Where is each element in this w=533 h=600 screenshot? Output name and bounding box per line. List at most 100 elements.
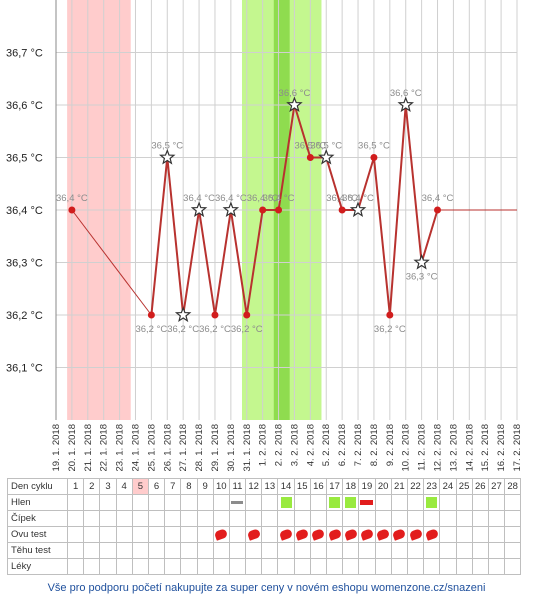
data-point-star — [190, 201, 208, 218]
day-cell — [423, 494, 441, 511]
day-cell — [245, 542, 263, 559]
day-number-cell: 28 — [504, 478, 522, 495]
day-cell — [358, 526, 376, 543]
data-point-star — [413, 253, 430, 270]
data-label: 36,2 °C — [231, 324, 263, 335]
day-cell — [164, 526, 182, 543]
day-cell — [455, 542, 473, 559]
x-tick-label: 23. 1. 2018 — [115, 424, 126, 472]
day-cell — [66, 494, 85, 511]
day-number-cell: 12 — [245, 478, 263, 495]
day-number-cell: 3 — [99, 478, 117, 495]
data-label: 36,4 °C — [56, 193, 88, 204]
day-cell — [293, 542, 311, 559]
data-label: 36,3 °C — [406, 272, 438, 283]
data-point — [434, 206, 442, 214]
day-cell — [309, 558, 328, 575]
data-label: 36,5 °C — [294, 141, 326, 152]
data-point — [386, 311, 394, 319]
day-number-cell: 17 — [325, 478, 344, 495]
x-tick-label: 17. 2. 2018 — [512, 424, 523, 472]
x-tick-label: 19. 1. 2018 — [51, 424, 62, 472]
green-marker — [345, 496, 357, 508]
x-tick-label: 28. 1. 2018 — [194, 424, 205, 472]
day-cell — [487, 542, 506, 559]
x-tick-label: 10. 2. 2018 — [401, 424, 412, 472]
day-cell — [66, 510, 85, 527]
day-cell — [342, 510, 360, 527]
day-number-cell: 10 — [212, 478, 230, 495]
day-number-cell: 23 — [423, 478, 441, 495]
day-number-cell: 25 — [455, 478, 473, 495]
day-cell — [261, 526, 279, 543]
day-cell — [342, 542, 360, 559]
day-cell — [164, 542, 182, 559]
day-cell — [406, 526, 425, 543]
green-marker — [426, 496, 438, 508]
ovulation-test-icon — [392, 528, 407, 541]
data-label: 36,4 °C — [422, 193, 454, 204]
data-label: 36,2 °C — [199, 324, 231, 335]
day-cell — [390, 494, 408, 511]
day-cell — [83, 494, 101, 511]
day-cell — [358, 494, 376, 511]
table-row: Těhu test — [7, 542, 522, 559]
data-point-star — [222, 201, 240, 218]
x-tick-label: 26. 1. 2018 — [162, 424, 173, 472]
data-label: 36,4 °C — [326, 193, 358, 204]
data-point-star — [397, 96, 415, 113]
x-tick-label: 31. 1. 2018 — [242, 424, 253, 472]
ovulation-test-icon — [375, 528, 391, 541]
day-cell — [390, 510, 408, 527]
y-tick-label: 36,3 °C — [6, 258, 43, 270]
data-point — [370, 154, 378, 161]
x-tick-label: 3. 2. 2018 — [289, 424, 300, 466]
day-cell — [180, 494, 198, 511]
day-cell — [439, 510, 457, 527]
day-cell — [131, 558, 149, 575]
day-cell — [83, 510, 101, 527]
x-tick-label: 5. 2. 2018 — [321, 424, 332, 466]
ovulation-test-icon — [424, 528, 439, 541]
day-cell — [228, 494, 247, 511]
x-tick-label: 9. 2. 2018 — [385, 424, 396, 466]
day-cell — [261, 510, 279, 527]
day-number-cell: 2 — [83, 478, 101, 495]
day-cell — [406, 510, 425, 527]
day-cell — [423, 558, 441, 575]
ovulation-test-icon — [246, 528, 261, 541]
x-tick-label: 1. 2. 2018 — [258, 424, 269, 466]
ovulation-test-icon — [214, 528, 229, 541]
day-cell — [406, 494, 425, 511]
day-cell — [325, 526, 344, 543]
data-label: 36,6 °C — [390, 88, 422, 99]
day-cell — [164, 494, 182, 511]
day-number-cell: 1 — [66, 478, 85, 495]
data-label: 36,5 °C — [310, 141, 342, 152]
day-cell — [164, 558, 182, 575]
ovulation-test-icon — [295, 528, 310, 541]
day-number-cell: 6 — [147, 478, 166, 495]
x-tick-label: 12. 2. 2018 — [433, 424, 444, 472]
data-point — [68, 206, 76, 214]
day-cell — [471, 558, 489, 575]
row-label: Ovu test — [7, 526, 68, 543]
day-cell — [374, 510, 392, 527]
day-number-cell: 5 — [131, 478, 149, 495]
data-point — [243, 311, 251, 319]
day-number-cell: 26 — [471, 478, 489, 495]
eshop-link[interactable]: Vše pro podporu početí nakupujte za supe… — [47, 582, 486, 594]
day-cell — [83, 542, 101, 559]
day-cell — [325, 494, 344, 511]
y-tick-label: 36,4 °C — [6, 205, 43, 217]
day-cell — [228, 542, 247, 559]
row-label: Léky — [7, 558, 68, 575]
day-number-cell: 24 — [439, 478, 457, 495]
day-cell — [277, 494, 295, 511]
day-cell — [374, 526, 392, 543]
day-cell — [358, 510, 376, 527]
day-cell — [115, 526, 133, 543]
day-cell — [277, 558, 295, 575]
data-label: 36,5 °C — [358, 141, 390, 152]
data-label: 36,4 °C — [183, 193, 215, 204]
